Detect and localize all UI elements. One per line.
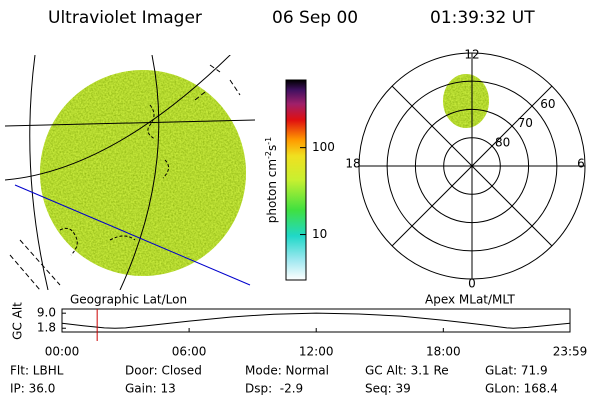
auroral-oval [443,74,489,128]
unit: photon cm [265,159,279,223]
x-tick-label: 00:00 [45,345,80,359]
globe [5,55,256,290]
mlt-label: 6 [577,157,585,171]
date: 06 Sep 00 [272,8,358,28]
polar-plot: 12 18 6 0 60 70 80 [345,48,586,291]
footer: Flt: LBHL Door: Closed Mode: Normal GC Alt:… [10,364,558,396]
colorbar: photon cm-2s-1 100 10 [264,79,335,281]
header: Ultraviolet Imager 06 Sep 00 01:39:32 UT [48,8,535,28]
y-tick-label: 9.0 [37,306,56,320]
status-field: Mode: Normal [245,364,329,378]
status-field: Door: Closed [125,364,202,378]
unit-exp: -2 [264,151,273,159]
unit-exp: -1 [264,137,273,145]
y-axis-label: GC Alt [11,302,25,340]
globe-label: Geographic Lat/Lon [70,293,187,307]
lat-label: 70 [518,116,533,130]
time: 01:39:32 UT [430,8,535,28]
mlt-label: 0 [468,277,476,291]
lat-label: 80 [495,135,510,149]
status-field: GC Alt: 3.1 Re [365,364,449,378]
mlt-label: 18 [345,157,360,171]
lat-label: 60 [540,97,555,111]
status-field: GLon: 168.4 [485,382,558,396]
polar-label: Apex MLat/MLT [425,293,515,307]
terminator-line [14,184,251,286]
altitude-line [61,312,571,329]
status-field: Gain: 13 [125,382,176,396]
mlt-lines [359,53,585,279]
colorbar-label: photon cm-2s-1 [264,137,279,224]
x-tick-label: 12:00 [299,345,334,359]
unit: s [265,145,279,151]
x-tick-label: 06:00 [172,345,207,359]
status-field: IP: 36.0 [10,382,55,396]
status-field: GLat: 71.9 [485,364,548,378]
colorbar-scale [285,79,307,281]
lat-ring [443,137,501,195]
colorbar-tick-label: 10 [312,227,327,241]
x-tick-label: 18:00 [426,345,461,359]
status-field: Seq: 39 [365,382,411,396]
lat-ring [414,108,530,224]
y-tick-label: 1.8 [37,321,56,335]
status-field: Flt: LBHL [10,364,64,378]
orbit-plot: GC Alt 9.01.8 00:00 06:00 12:00 18:00 23:59 [11,302,588,359]
x-tick-label: 23:59 [553,345,588,359]
mlt-label: 12 [464,48,479,62]
title: Ultraviolet Imager [48,8,202,28]
grid [5,55,256,290]
status-field: Dsp: -2.9 [245,382,303,396]
earth-disk [40,70,246,276]
lat-ring [386,80,558,252]
colorbar-tick-label: 100 [312,140,335,154]
